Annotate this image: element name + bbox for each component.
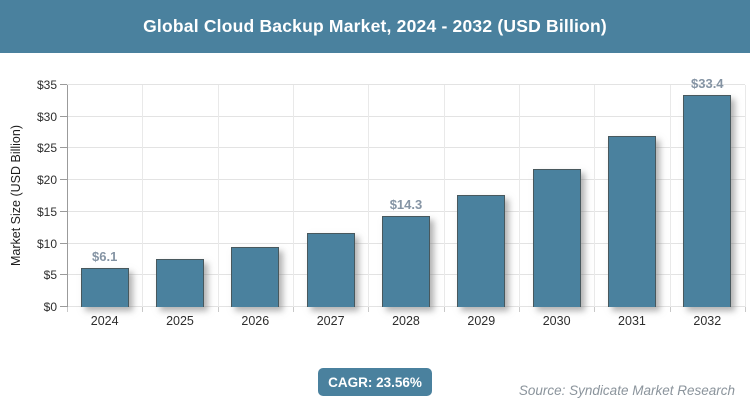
v-gridline	[293, 85, 294, 307]
x-tick-mark	[443, 307, 445, 312]
h-gridline	[67, 84, 745, 85]
y-tick-mark	[60, 242, 67, 244]
bars-container: $6.1 $14.3 $33.4	[67, 76, 745, 307]
bar-2032: $33.4	[683, 76, 732, 307]
bar-2029	[457, 194, 506, 307]
x-tick-label-2026: 2026	[241, 314, 270, 328]
y-tick-label: $15	[36, 204, 57, 219]
x-tick-mark	[67, 307, 68, 312]
y-tick-mark	[60, 147, 67, 149]
v-gridline	[745, 85, 746, 307]
y-axis-line	[67, 85, 68, 307]
bar-2024: $6.1	[80, 249, 129, 307]
v-gridline	[443, 85, 445, 307]
x-axis-labels: 2024 2025 2026 2027 2028 2029 2030 2031 2032	[67, 314, 745, 328]
y-tick-label: $20	[36, 173, 57, 188]
x-tick-mark	[519, 307, 520, 312]
h-gridline	[67, 147, 745, 149]
h-gridline	[67, 179, 745, 181]
h-gridline	[67, 210, 745, 212]
v-gridline	[142, 85, 144, 307]
v-gridline	[669, 85, 671, 307]
x-tick-mark	[669, 307, 671, 312]
bar-2026	[231, 247, 280, 307]
v-gridline	[519, 85, 520, 307]
x-tick-mark	[594, 307, 596, 312]
x-tick-mark	[142, 307, 144, 312]
chart-title: Global Cloud Backup Market, 2024 - 2032 …	[143, 16, 607, 36]
bar-column-2024: $6.1	[67, 85, 142, 307]
x-tick-mark	[368, 307, 370, 312]
y-tick-mark	[60, 274, 67, 276]
y-tick-mark	[60, 179, 67, 181]
chart-header-banner: Global Cloud Backup Market, 2024 - 2032 …	[0, 0, 750, 53]
x-tick-mark	[293, 307, 294, 312]
x-tick-label-2029: 2029	[467, 314, 496, 328]
y-tick-mark	[60, 306, 67, 307]
bar-column-2026	[218, 85, 293, 307]
x-tick-label-2032: 2032	[693, 314, 722, 328]
y-tick-label: $10	[36, 236, 57, 251]
bar-2030	[532, 168, 581, 307]
cagr-badge: CAGR: 23.56%	[318, 368, 432, 396]
data-label-2032: $33.4	[691, 76, 724, 92]
plot-area: $6.1 $14.3 $33.4	[60, 76, 746, 312]
source-attribution: Source: Syndicate Market Research	[518, 383, 735, 398]
bar-column-2029	[444, 85, 519, 307]
x-tick-label-2030: 2030	[542, 314, 571, 328]
x-tick-mark	[745, 307, 746, 312]
bar-column-2030	[519, 85, 594, 307]
bar-column-2031	[594, 85, 669, 307]
y-tick-mark	[60, 84, 67, 85]
y-axis-labels: $0 $5 $10 $15 $20 $25 $30 $35	[0, 78, 59, 314]
bar-2028: $14.3	[381, 197, 430, 307]
v-gridline	[594, 85, 596, 307]
y-tick-label: $5	[43, 268, 57, 283]
bar-column-2028: $14.3	[368, 85, 443, 307]
x-tick-label-2025: 2025	[166, 314, 194, 328]
v-gridline	[368, 85, 370, 307]
y-tick-mark	[60, 115, 67, 117]
data-label-2024: $6.1	[92, 249, 118, 265]
bar-2031	[607, 136, 656, 307]
y-tick-label: $35	[36, 78, 57, 92]
y-tick-mark	[60, 210, 67, 212]
x-tick-label-2031: 2031	[618, 314, 646, 328]
x-tick-label-2027: 2027	[316, 314, 345, 328]
h-gridline	[67, 115, 745, 117]
y-tick-label: $0	[43, 300, 57, 314]
data-label-2028: $14.3	[389, 197, 423, 213]
bar-column-2025	[142, 85, 217, 307]
bar-2025	[155, 258, 204, 307]
v-gridline	[217, 85, 219, 307]
bar-2027	[306, 233, 355, 307]
y-tick-label: $25	[36, 141, 57, 156]
cagr-badge-label: CAGR: 23.56%	[328, 374, 422, 390]
x-tick-label-2024: 2024	[90, 314, 119, 328]
x-tick-mark	[217, 307, 219, 312]
bar-column-2027	[293, 85, 368, 307]
bar-column-2032: $33.4	[670, 76, 745, 307]
x-tick-label-2028: 2028	[392, 314, 420, 328]
y-tick-label: $30	[36, 109, 57, 124]
